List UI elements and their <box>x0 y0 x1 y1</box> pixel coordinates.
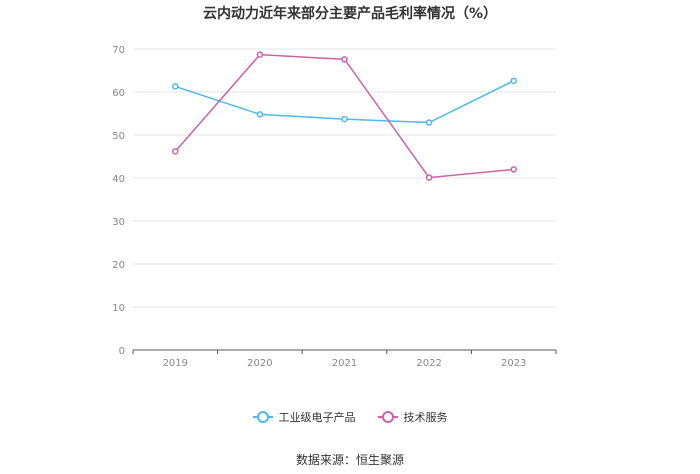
y-tick-label: 0 <box>119 346 125 357</box>
series-lines <box>172 51 517 181</box>
legend-label: 工业级电子产品 <box>278 411 356 424</box>
data-source: 数据来源：恒生聚源 <box>295 453 404 467</box>
tick-labels: 0 10 20 30 40 50 60 70 2019 2020 2021 2022 2023 <box>112 45 526 369</box>
y-tick-label: 30 <box>112 217 125 228</box>
y-tick-label: 70 <box>112 45 125 56</box>
data-point[interactable] <box>256 111 264 118</box>
x-tick-label: 2019 <box>163 358 188 369</box>
y-tick-label: 20 <box>112 260 125 271</box>
legend-label: 技术服务 <box>403 411 448 424</box>
legend-item[interactable]: 工业级电子产品 <box>252 409 356 425</box>
data-point[interactable] <box>341 115 348 123</box>
chart-title: 云内动力近年来部分主要产品毛利率情况（%） <box>202 6 498 22</box>
grid-lines <box>133 48 556 308</box>
legend-marker-icon <box>252 411 273 423</box>
x-tick-label: 2022 <box>416 358 441 369</box>
data-point[interactable] <box>510 166 517 173</box>
y-tick-label: 10 <box>112 303 125 314</box>
data-point[interactable] <box>172 83 179 90</box>
legend-marker-icon <box>377 411 398 423</box>
data-point[interactable] <box>425 119 433 126</box>
legend: 工业级电子产品 技术服务 <box>0 409 700 425</box>
data-point[interactable] <box>425 174 433 181</box>
axes <box>132 349 557 354</box>
x-tick-label: 2021 <box>332 358 357 369</box>
data-point[interactable] <box>256 51 264 58</box>
data-point[interactable] <box>341 56 348 63</box>
legend-item[interactable]: 技术服务 <box>377 409 448 425</box>
y-tick-label: 60 <box>112 88 125 99</box>
y-tick-label: 50 <box>112 131 125 142</box>
y-tick-label: 40 <box>112 174 125 185</box>
x-tick-label: 2020 <box>247 358 272 369</box>
data-point[interactable] <box>510 77 517 85</box>
data-point[interactable] <box>172 148 179 155</box>
x-tick-label: 2023 <box>501 358 526 369</box>
